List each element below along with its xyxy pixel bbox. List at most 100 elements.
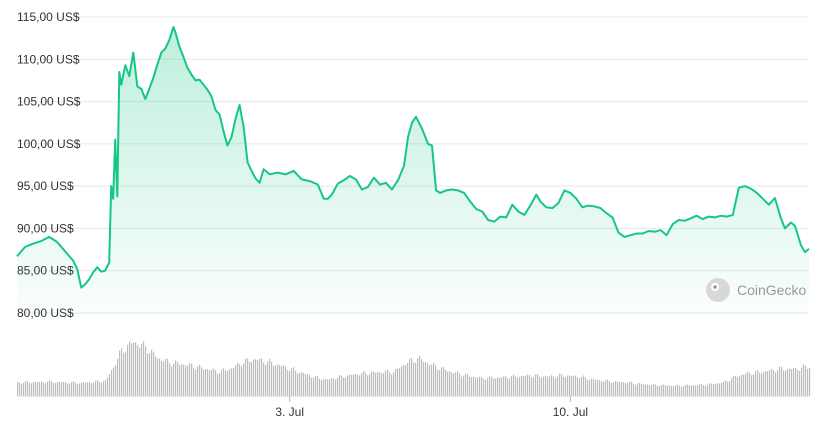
- volume-bar: [713, 384, 715, 396]
- volume-bar: [399, 368, 401, 396]
- volume-bar: [81, 382, 83, 396]
- volume-bar: [79, 383, 81, 396]
- volume-bar: [555, 377, 557, 396]
- volume-bar: [277, 364, 279, 396]
- volume-bar: [763, 371, 765, 396]
- volume-bar: [379, 372, 381, 396]
- volume-bar: [707, 384, 709, 396]
- volume-bar: [565, 377, 567, 396]
- volume-bar: [723, 381, 725, 396]
- volume-bar: [23, 382, 25, 396]
- volume-bar: [27, 381, 29, 396]
- volume-bar: [83, 382, 85, 396]
- volume-bar: [293, 367, 295, 396]
- volume-bar: [223, 368, 225, 396]
- volume-bar: [807, 368, 809, 396]
- volume-bar: [175, 360, 177, 396]
- volume-bar: [347, 375, 349, 396]
- volume-bar: [627, 382, 629, 396]
- price-line: [16, 26, 810, 289]
- volume-bar: [659, 386, 661, 396]
- volume-bar: [743, 374, 745, 396]
- volume-bar: [715, 383, 717, 396]
- volume-bar: [415, 363, 417, 396]
- volume-bar: [401, 366, 403, 396]
- volume-bar: [207, 369, 209, 396]
- y-tick-label: 110,00 US$: [17, 52, 80, 66]
- volume-bar: [203, 369, 205, 396]
- volume-bar: [711, 383, 713, 396]
- volume-bar: [455, 372, 457, 396]
- volume-bar: [431, 364, 433, 396]
- volume-bar: [233, 367, 235, 396]
- volume-bar: [109, 374, 111, 396]
- volume-bar: [433, 363, 435, 396]
- volume-bar: [369, 374, 371, 396]
- volume-bar: [413, 362, 415, 396]
- volume-bar: [651, 384, 653, 396]
- volume-bar: [745, 373, 747, 396]
- volume-bar: [225, 370, 227, 396]
- volume-bar: [371, 371, 373, 396]
- volume-bar: [421, 358, 423, 396]
- volume-bar: [435, 365, 437, 396]
- volume-bar: [613, 382, 615, 396]
- volume-bar: [423, 361, 425, 396]
- volume-bar: [149, 353, 151, 396]
- volume-bar: [145, 346, 147, 396]
- volume-bar: [55, 382, 57, 396]
- volume-bar: [495, 378, 497, 396]
- volume-bar: [773, 370, 775, 396]
- volume-bar: [457, 371, 459, 396]
- volume-bar: [623, 382, 625, 396]
- volume-bar: [501, 377, 503, 396]
- volume-bar: [795, 367, 797, 396]
- volume-bar: [143, 341, 145, 396]
- volume-bar: [727, 381, 729, 396]
- volume-bar: [481, 376, 483, 396]
- volume-bar: [267, 361, 269, 396]
- volume-bar: [395, 369, 397, 396]
- volume-bar: [107, 377, 109, 396]
- volume-bar: [345, 377, 347, 396]
- volume-bar: [365, 372, 367, 396]
- volume-bar: [551, 375, 553, 396]
- volume-bar: [499, 377, 501, 396]
- volume-bar: [125, 351, 127, 396]
- volume-bar: [521, 375, 523, 396]
- volume-bar: [757, 370, 759, 396]
- y-tick-label: 100,00 US$: [17, 137, 81, 151]
- volume-bar: [567, 375, 569, 396]
- volume-bar: [355, 373, 357, 396]
- volume-bar: [545, 375, 547, 396]
- volume-bar: [63, 382, 65, 396]
- volume-bar: [131, 343, 133, 396]
- volume-bar: [245, 358, 247, 396]
- volume-bar: [681, 386, 683, 396]
- volume-bar: [35, 381, 37, 396]
- volume-bar: [417, 358, 419, 396]
- x-tick-label: 10. Jul: [553, 405, 588, 419]
- volume-bar: [537, 374, 539, 396]
- volume-bar: [473, 376, 475, 396]
- volume-bar: [767, 371, 769, 396]
- volume-bar: [617, 381, 619, 396]
- volume-bar: [675, 385, 677, 396]
- volume-bar: [275, 365, 277, 396]
- volume-bar: [671, 385, 673, 396]
- volume-bar: [335, 379, 337, 396]
- volume-bar: [231, 368, 233, 396]
- volume-bar: [155, 356, 157, 396]
- volume-bar: [769, 370, 771, 396]
- volume-bar: [85, 382, 87, 396]
- volume-bar: [511, 376, 513, 396]
- volume-bar: [153, 351, 155, 396]
- volume-bar: [667, 385, 669, 396]
- volume-bar: [359, 375, 361, 396]
- volume-bar: [461, 376, 463, 396]
- volume-bar: [733, 375, 735, 396]
- volume-bar: [661, 384, 663, 396]
- x-tick-label: 3. Jul: [275, 405, 304, 419]
- volume-bar: [471, 377, 473, 396]
- volume-bar: [111, 369, 113, 396]
